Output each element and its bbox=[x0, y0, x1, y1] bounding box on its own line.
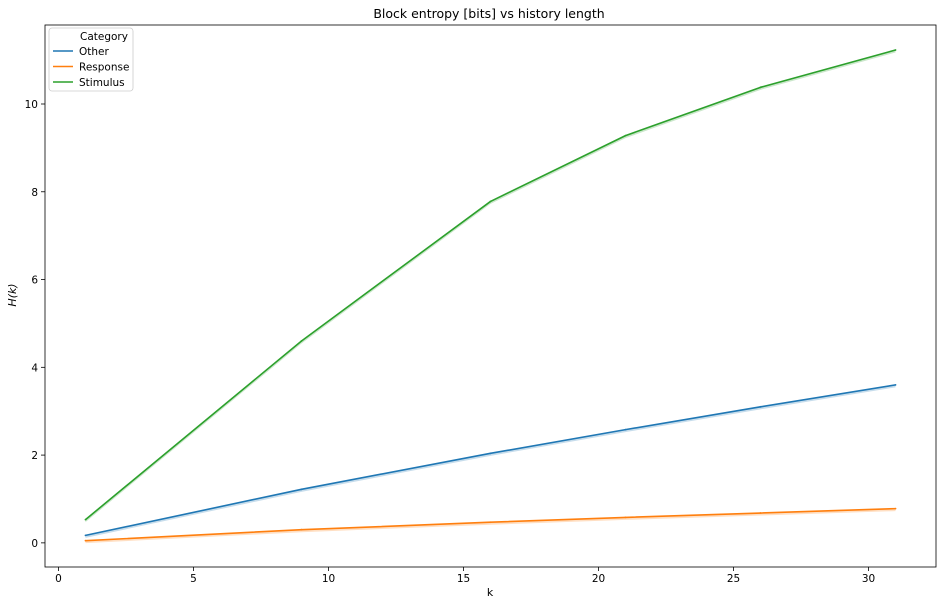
legend-box bbox=[48, 27, 134, 92]
plot-area bbox=[44, 24, 937, 568]
y-axis-label: H(k) bbox=[6, 283, 19, 306]
data-point-response bbox=[300, 528, 303, 531]
data-point-stimulus bbox=[84, 518, 87, 521]
data-point-response bbox=[84, 539, 87, 542]
data-point-stimulus bbox=[489, 200, 492, 203]
x-tick-label: 25 bbox=[727, 573, 740, 585]
legend: Category Other Response Stimulus bbox=[48, 27, 134, 92]
chart-title: Block entropy [bits] vs history length bbox=[373, 6, 604, 21]
legend-title: Category bbox=[80, 31, 128, 43]
data-point-response bbox=[624, 516, 627, 519]
x-tick-label: 0 bbox=[55, 573, 62, 585]
y-axis-ticks: 0 2 4 6 8 10 bbox=[25, 99, 45, 550]
series-band-response bbox=[85, 508, 896, 544]
legend-label-response: Response bbox=[79, 62, 129, 74]
x-axis-ticks: 0 5 10 15 20 25 30 bbox=[55, 567, 875, 585]
data-point-response bbox=[894, 507, 897, 510]
data-point-stimulus bbox=[759, 86, 762, 89]
x-tick-label: 15 bbox=[457, 573, 470, 585]
data-point-other bbox=[894, 383, 897, 386]
y-tick-label: 2 bbox=[31, 450, 38, 462]
data-point-other bbox=[84, 534, 87, 537]
x-tick-label: 10 bbox=[322, 573, 335, 585]
y-axis-label-text: H(k) bbox=[6, 283, 19, 306]
legend-label-stimulus: Stimulus bbox=[79, 77, 125, 89]
series-line-response bbox=[85, 507, 896, 542]
y-tick-label: 10 bbox=[25, 99, 38, 111]
y-tick-label: 6 bbox=[31, 275, 38, 287]
data-point-response bbox=[489, 521, 492, 524]
data-point-other bbox=[489, 452, 492, 455]
data-point-other bbox=[300, 488, 303, 491]
axes-frame bbox=[44, 24, 937, 568]
series-line-stimulus bbox=[84, 49, 896, 521]
x-tick-label: 20 bbox=[592, 573, 605, 585]
x-axis-label: k bbox=[487, 586, 494, 599]
data-point-other bbox=[759, 405, 762, 408]
data-point-stimulus bbox=[624, 134, 627, 137]
data-point-other bbox=[624, 428, 627, 431]
series-line-other bbox=[85, 384, 896, 537]
legend-label-other: Other bbox=[79, 46, 109, 58]
x-tick-label: 5 bbox=[190, 573, 197, 585]
data-point-stimulus bbox=[300, 340, 303, 342]
y-tick-label: 4 bbox=[31, 362, 38, 374]
x-tick-label: 30 bbox=[862, 573, 875, 585]
y-tick-label: 8 bbox=[31, 187, 38, 199]
y-tick-label: 0 bbox=[31, 538, 38, 550]
data-point-stimulus bbox=[894, 49, 897, 51]
series-band-other bbox=[85, 384, 896, 538]
data-point-response bbox=[759, 512, 762, 514]
